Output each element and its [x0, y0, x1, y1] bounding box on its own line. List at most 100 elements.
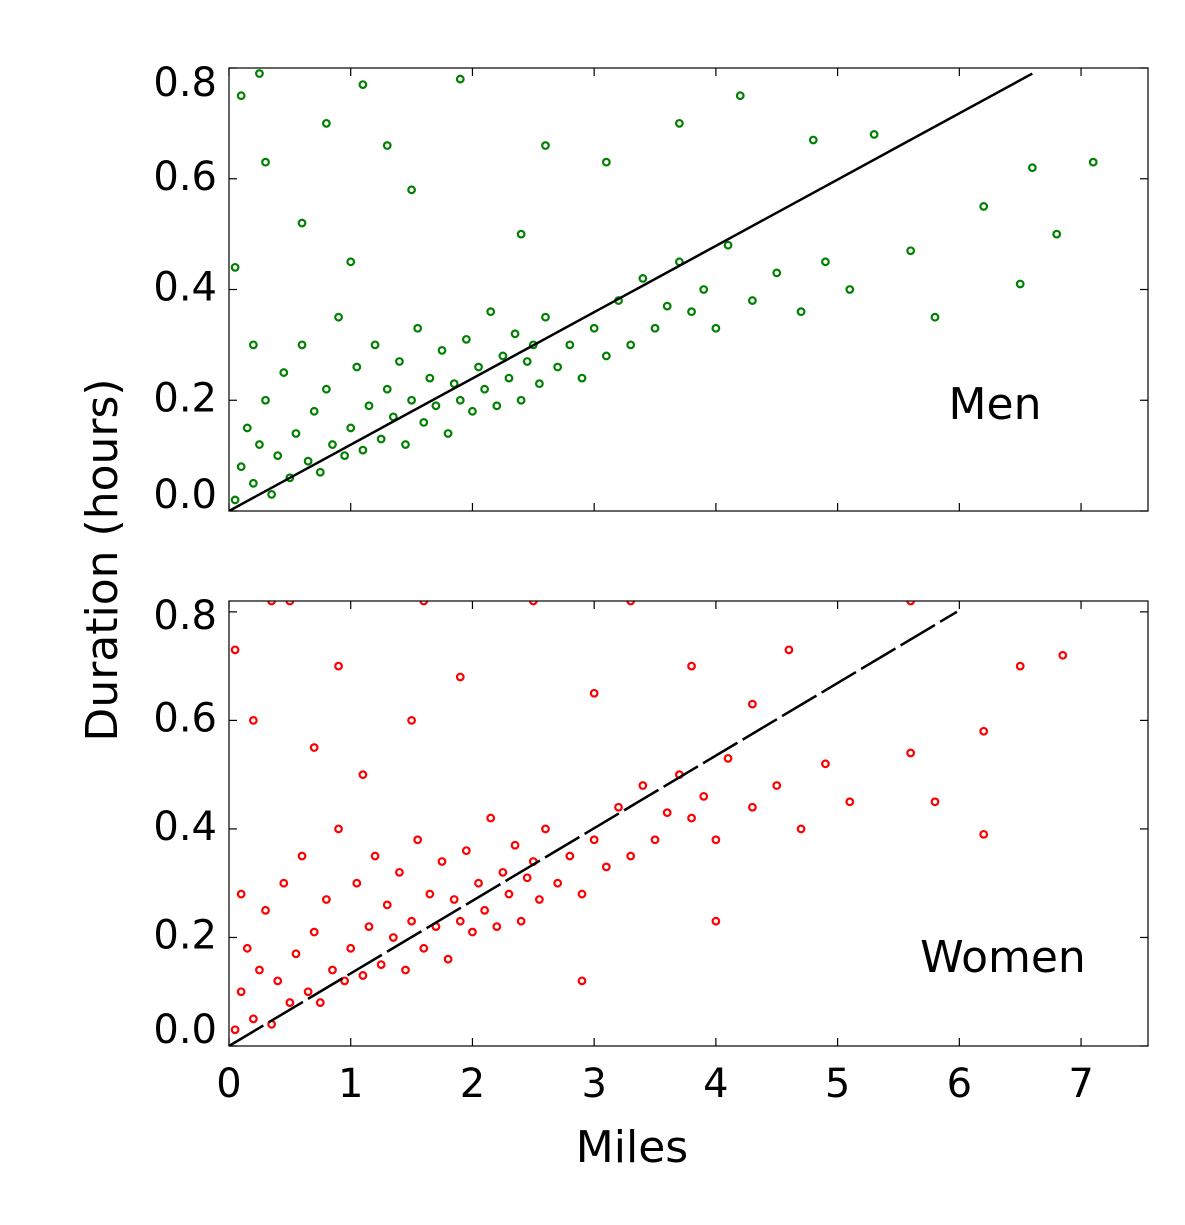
data-point — [601, 862, 611, 872]
data-point — [650, 835, 660, 845]
data-point — [230, 495, 240, 505]
data-point — [376, 434, 386, 444]
data-point — [589, 323, 599, 333]
data-point — [772, 268, 782, 278]
data-point — [291, 429, 301, 438]
data-point — [267, 489, 277, 499]
data-point — [285, 998, 295, 1007]
data-point — [577, 373, 587, 383]
data-point — [382, 900, 392, 910]
data-point — [748, 802, 757, 812]
data-point — [449, 895, 459, 904]
data-point — [577, 976, 587, 986]
data-point — [516, 395, 526, 405]
data-point — [808, 135, 818, 145]
data-point — [845, 285, 855, 294]
data-point — [443, 429, 453, 438]
data-point — [565, 851, 575, 861]
data-point — [328, 965, 337, 975]
data-point — [352, 362, 362, 372]
data-point — [425, 889, 435, 899]
x-tick-label: 5 — [825, 1061, 850, 1107]
data-point — [279, 878, 289, 888]
data-point — [687, 307, 696, 317]
data-point — [370, 851, 380, 861]
data-point — [255, 965, 264, 975]
x-axis-label: Miles — [576, 1122, 688, 1173]
data-point — [979, 829, 989, 839]
data-point — [273, 451, 283, 461]
data-point — [553, 878, 563, 888]
data-point — [425, 373, 435, 383]
data-point — [699, 791, 709, 801]
data-point — [498, 351, 508, 361]
y-axis-label: Duration (hours) — [77, 378, 128, 741]
data-point — [626, 340, 636, 350]
data-point — [273, 976, 283, 986]
data-point — [821, 257, 830, 267]
data-point — [401, 440, 410, 449]
data-point — [735, 91, 745, 101]
data-point — [1027, 163, 1037, 173]
data-point — [419, 418, 429, 427]
data-point — [510, 840, 520, 850]
data-point — [626, 851, 636, 861]
panel-annotation: Men — [949, 379, 1042, 430]
data-point — [407, 715, 416, 725]
data-point — [662, 808, 672, 818]
data-point — [334, 661, 343, 671]
fit-line — [229, 72, 1033, 511]
data-point — [510, 329, 520, 339]
data-point — [699, 285, 709, 294]
data-point — [437, 857, 447, 866]
data-point — [1088, 157, 1098, 167]
data-point — [534, 895, 544, 904]
plot-frame — [228, 67, 1149, 512]
data-point — [346, 943, 356, 953]
y-tick-label: 0.2 — [153, 375, 217, 421]
data-point — [711, 916, 721, 926]
data-point — [638, 781, 648, 790]
data-point — [614, 802, 623, 812]
data-point — [1015, 279, 1025, 289]
data-point — [334, 312, 343, 322]
data-point — [498, 867, 508, 877]
data-point — [455, 672, 465, 682]
x-tick-label: 0 — [216, 1061, 241, 1107]
data-point — [407, 916, 416, 926]
data-point — [364, 922, 374, 932]
data-point — [230, 645, 240, 655]
data-point — [303, 987, 313, 997]
data-point — [516, 229, 526, 239]
data-point — [431, 401, 441, 411]
data-point — [565, 340, 575, 350]
data-point — [455, 395, 465, 405]
data-point — [474, 878, 483, 888]
data-point — [796, 824, 806, 834]
data-point — [413, 323, 423, 333]
data-point — [346, 423, 356, 433]
data-point — [796, 307, 806, 317]
data-point — [297, 851, 307, 861]
panel-annotation: Women — [920, 932, 1086, 983]
data-point — [242, 943, 252, 953]
data-point — [437, 346, 447, 355]
data-point — [395, 357, 404, 366]
data-point — [376, 960, 386, 969]
y-tick-label: 0.4 — [153, 265, 217, 311]
x-tick-label: 7 — [1068, 1061, 1093, 1107]
data-point — [352, 878, 362, 888]
data-point — [315, 467, 325, 477]
data-point — [309, 927, 319, 937]
data-point — [748, 699, 757, 709]
data-point — [370, 340, 380, 350]
data-point — [930, 797, 940, 807]
data-point — [407, 185, 416, 195]
data-point — [687, 813, 696, 823]
data-point — [480, 905, 490, 915]
x-tick-label: 6 — [947, 1061, 972, 1107]
data-point — [236, 889, 246, 899]
x-tick-label: 4 — [703, 1061, 728, 1107]
data-point — [236, 462, 246, 472]
data-point — [291, 949, 301, 959]
